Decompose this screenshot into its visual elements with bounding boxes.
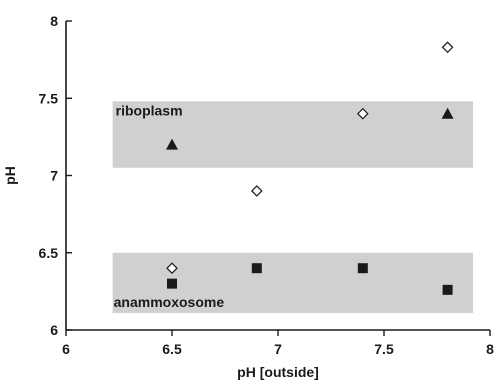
diamond-point — [166, 262, 178, 275]
y-tick-label: 6.5 — [39, 245, 59, 261]
square-point — [251, 263, 262, 274]
region-riboplasm — [112, 101, 474, 168]
region-label-riboplasm: riboplasm — [116, 102, 183, 118]
x-tick-label: 7.5 — [374, 341, 394, 357]
y-tick-label: 7.5 — [39, 90, 59, 106]
shaded-regions — [112, 101, 474, 314]
y-tick-label: 7 — [50, 168, 58, 184]
square-point — [167, 278, 177, 289]
square-point — [442, 284, 453, 295]
data-points — [166, 41, 454, 295]
diamond-point — [356, 107, 369, 120]
region-label-anammoxosome: anammoxosome — [114, 294, 225, 310]
square-point — [357, 263, 368, 274]
x-tick-label: 8 — [486, 341, 494, 357]
triangle-point — [166, 138, 178, 150]
x-axis-label: pH [outside] — [237, 364, 319, 380]
x-tick-label: 6 — [62, 341, 70, 357]
triangle-point — [441, 107, 454, 119]
x-tick-label: 6.5 — [162, 341, 182, 357]
diamond-point — [250, 185, 263, 197]
chart-labels: riboplasm anammoxosome 6 6.5 7 7.5 8 6 6.5 7 7.5 8 p… — [2, 13, 494, 380]
x-tick-label: 7 — [274, 341, 282, 357]
y-tick-label: 6 — [50, 322, 58, 338]
y-tick-label: 8 — [50, 13, 58, 29]
y-axis-label: pH — [2, 166, 18, 185]
diamond-point — [441, 41, 454, 54]
axes — [65, 20, 491, 336]
